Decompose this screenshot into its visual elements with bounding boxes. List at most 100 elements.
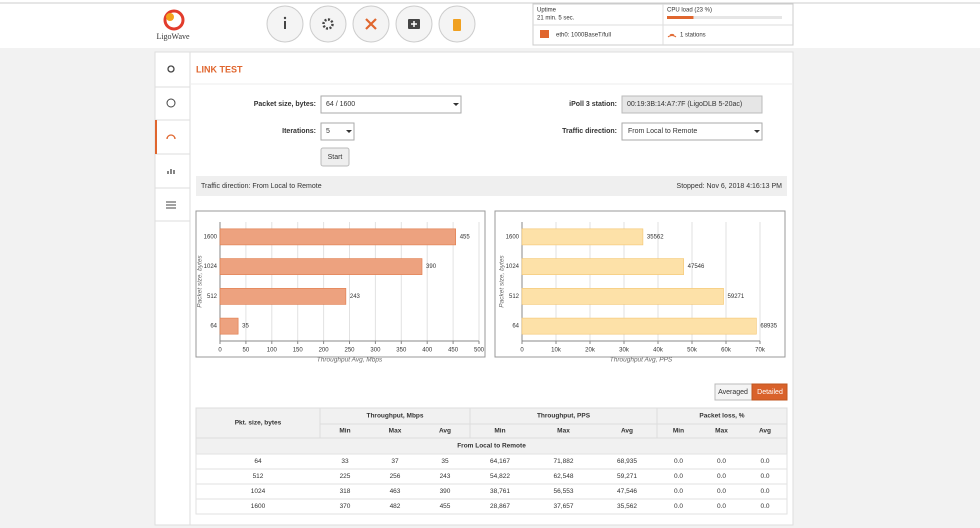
table-cell: 59,271 [617,473,637,480]
table-cell: 0.0 [760,473,769,480]
caret [453,103,459,106]
table-cell: 71,882 [554,458,574,465]
icon [283,16,287,20]
y-tick-label: 1600 [506,234,520,240]
value-label: 243 [350,294,361,300]
table-cell: 1024 [251,488,266,495]
sub-header: Max [557,428,570,435]
direction-select[interactable] [621,122,763,141]
packet-size-label: Packet size, bytes: [254,101,316,108]
sliders-icon[interactable] [166,201,176,209]
wifi-icon [667,33,677,38]
eth-icon [540,30,549,38]
table-cell: 0.0 [760,488,769,495]
bar [521,258,684,275]
icon [322,18,334,30]
table-cell: 68,935 [617,458,637,465]
sub-header: Max [715,428,728,435]
chart-icon[interactable] [167,169,175,174]
column-header: Throughput, PPS [537,413,591,420]
logo: LigoWave [156,9,190,41]
x-tick-label: 0 [218,348,222,354]
sub-header: Min [673,428,684,435]
value-label: 35 [242,324,249,330]
caret [754,130,760,133]
cpu-label: CPU load (23 %) [667,8,712,14]
x-tick-label: 50 [243,348,250,354]
table-cell: 64 [254,458,262,465]
table-cell: 256 [390,473,401,480]
table: Pkt. size, bytes Throughput, Mbps Throughp… [195,407,788,515]
packet-size-select[interactable] [320,95,462,114]
station-input [621,95,763,114]
x-tick-label: 400 [422,348,433,354]
status-left: Traffic direction: From Local to Remote [201,183,322,190]
logo-dot [166,13,174,21]
sub-header: Min [494,428,505,435]
table-cell: 56,553 [554,488,574,495]
table-cell: 62,548 [554,473,574,480]
logo-text: LigoWave [156,32,190,41]
x-tick-label: 450 [448,348,459,354]
iterations-select[interactable] [320,122,355,141]
y-tick-label: 64 [210,324,217,330]
status-right: Stopped: Nov 6, 2018 4:16:13 PM [677,183,783,190]
icon [411,21,417,27]
table-cell: 243 [440,473,451,480]
uptime: 21 min. 5 sec. [537,16,575,22]
speed-icon[interactable] [166,134,176,140]
y-tick-label: 512 [509,294,520,300]
value-label: 390 [426,264,437,270]
y-tick-label: 512 [207,294,218,300]
table-cell: 225 [340,473,351,480]
x-tick-label: 20k [585,348,596,354]
settings-button[interactable] [309,5,347,43]
table-cell: 35 [441,458,449,465]
table-cell: 512 [253,473,264,480]
table-cell: 0.0 [717,458,726,465]
table-cell: 37 [391,458,399,465]
table-cell: 482 [390,503,401,510]
table-cell: 1600 [251,503,266,510]
bar [219,288,347,305]
x-tick-label: 300 [370,348,381,354]
stations: 1 stations [680,33,706,39]
target-icon[interactable] [166,98,176,108]
table-cell: 64,167 [490,458,510,465]
table-cell: 37,657 [554,503,574,510]
x-axis-label: Throughput Avg, Mbps [317,357,383,364]
x-tick-label: 70k [755,348,766,354]
status-box: Uptime 21 min. 5 sec. CPU load (23 %) et… [532,3,794,46]
table-cell: 463 [390,488,401,495]
iterations-label: Iterations: [282,128,316,135]
sub-header: Avg [621,428,633,435]
icon [284,21,286,29]
x-tick-label: 10k [551,348,562,354]
station-value: 00:19:3B:14:A7:7F (LigoDLB 5-20ac) [627,101,742,108]
search-icon[interactable] [167,65,175,73]
column-header: Pkt. size, bytes [235,420,282,427]
bar [219,317,239,335]
nav-buttons [266,5,476,43]
y-axis-label: Packet size, bytes [499,255,506,308]
table-cell: 35,562 [617,503,637,510]
table-cell: 54,822 [490,473,510,480]
station-label: iPoll 3 station: [569,101,617,108]
x-tick-label: 30k [619,348,630,354]
x-tick-label: 60k [721,348,732,354]
logo-ring [163,9,185,31]
start-button[interactable] [320,147,350,167]
column-header: Packet loss, % [699,413,744,420]
table-head [195,407,788,439]
icon [453,19,461,31]
top-bar [0,0,980,48]
detailed-button[interactable] [751,383,788,401]
status-bar [196,176,787,196]
sub-header: Max [389,428,402,435]
bar [521,317,757,335]
y-axis-label: Packet size, bytes [197,255,204,308]
table-cell: 38,761 [490,488,510,495]
y-tick-label: 1600 [204,234,218,240]
